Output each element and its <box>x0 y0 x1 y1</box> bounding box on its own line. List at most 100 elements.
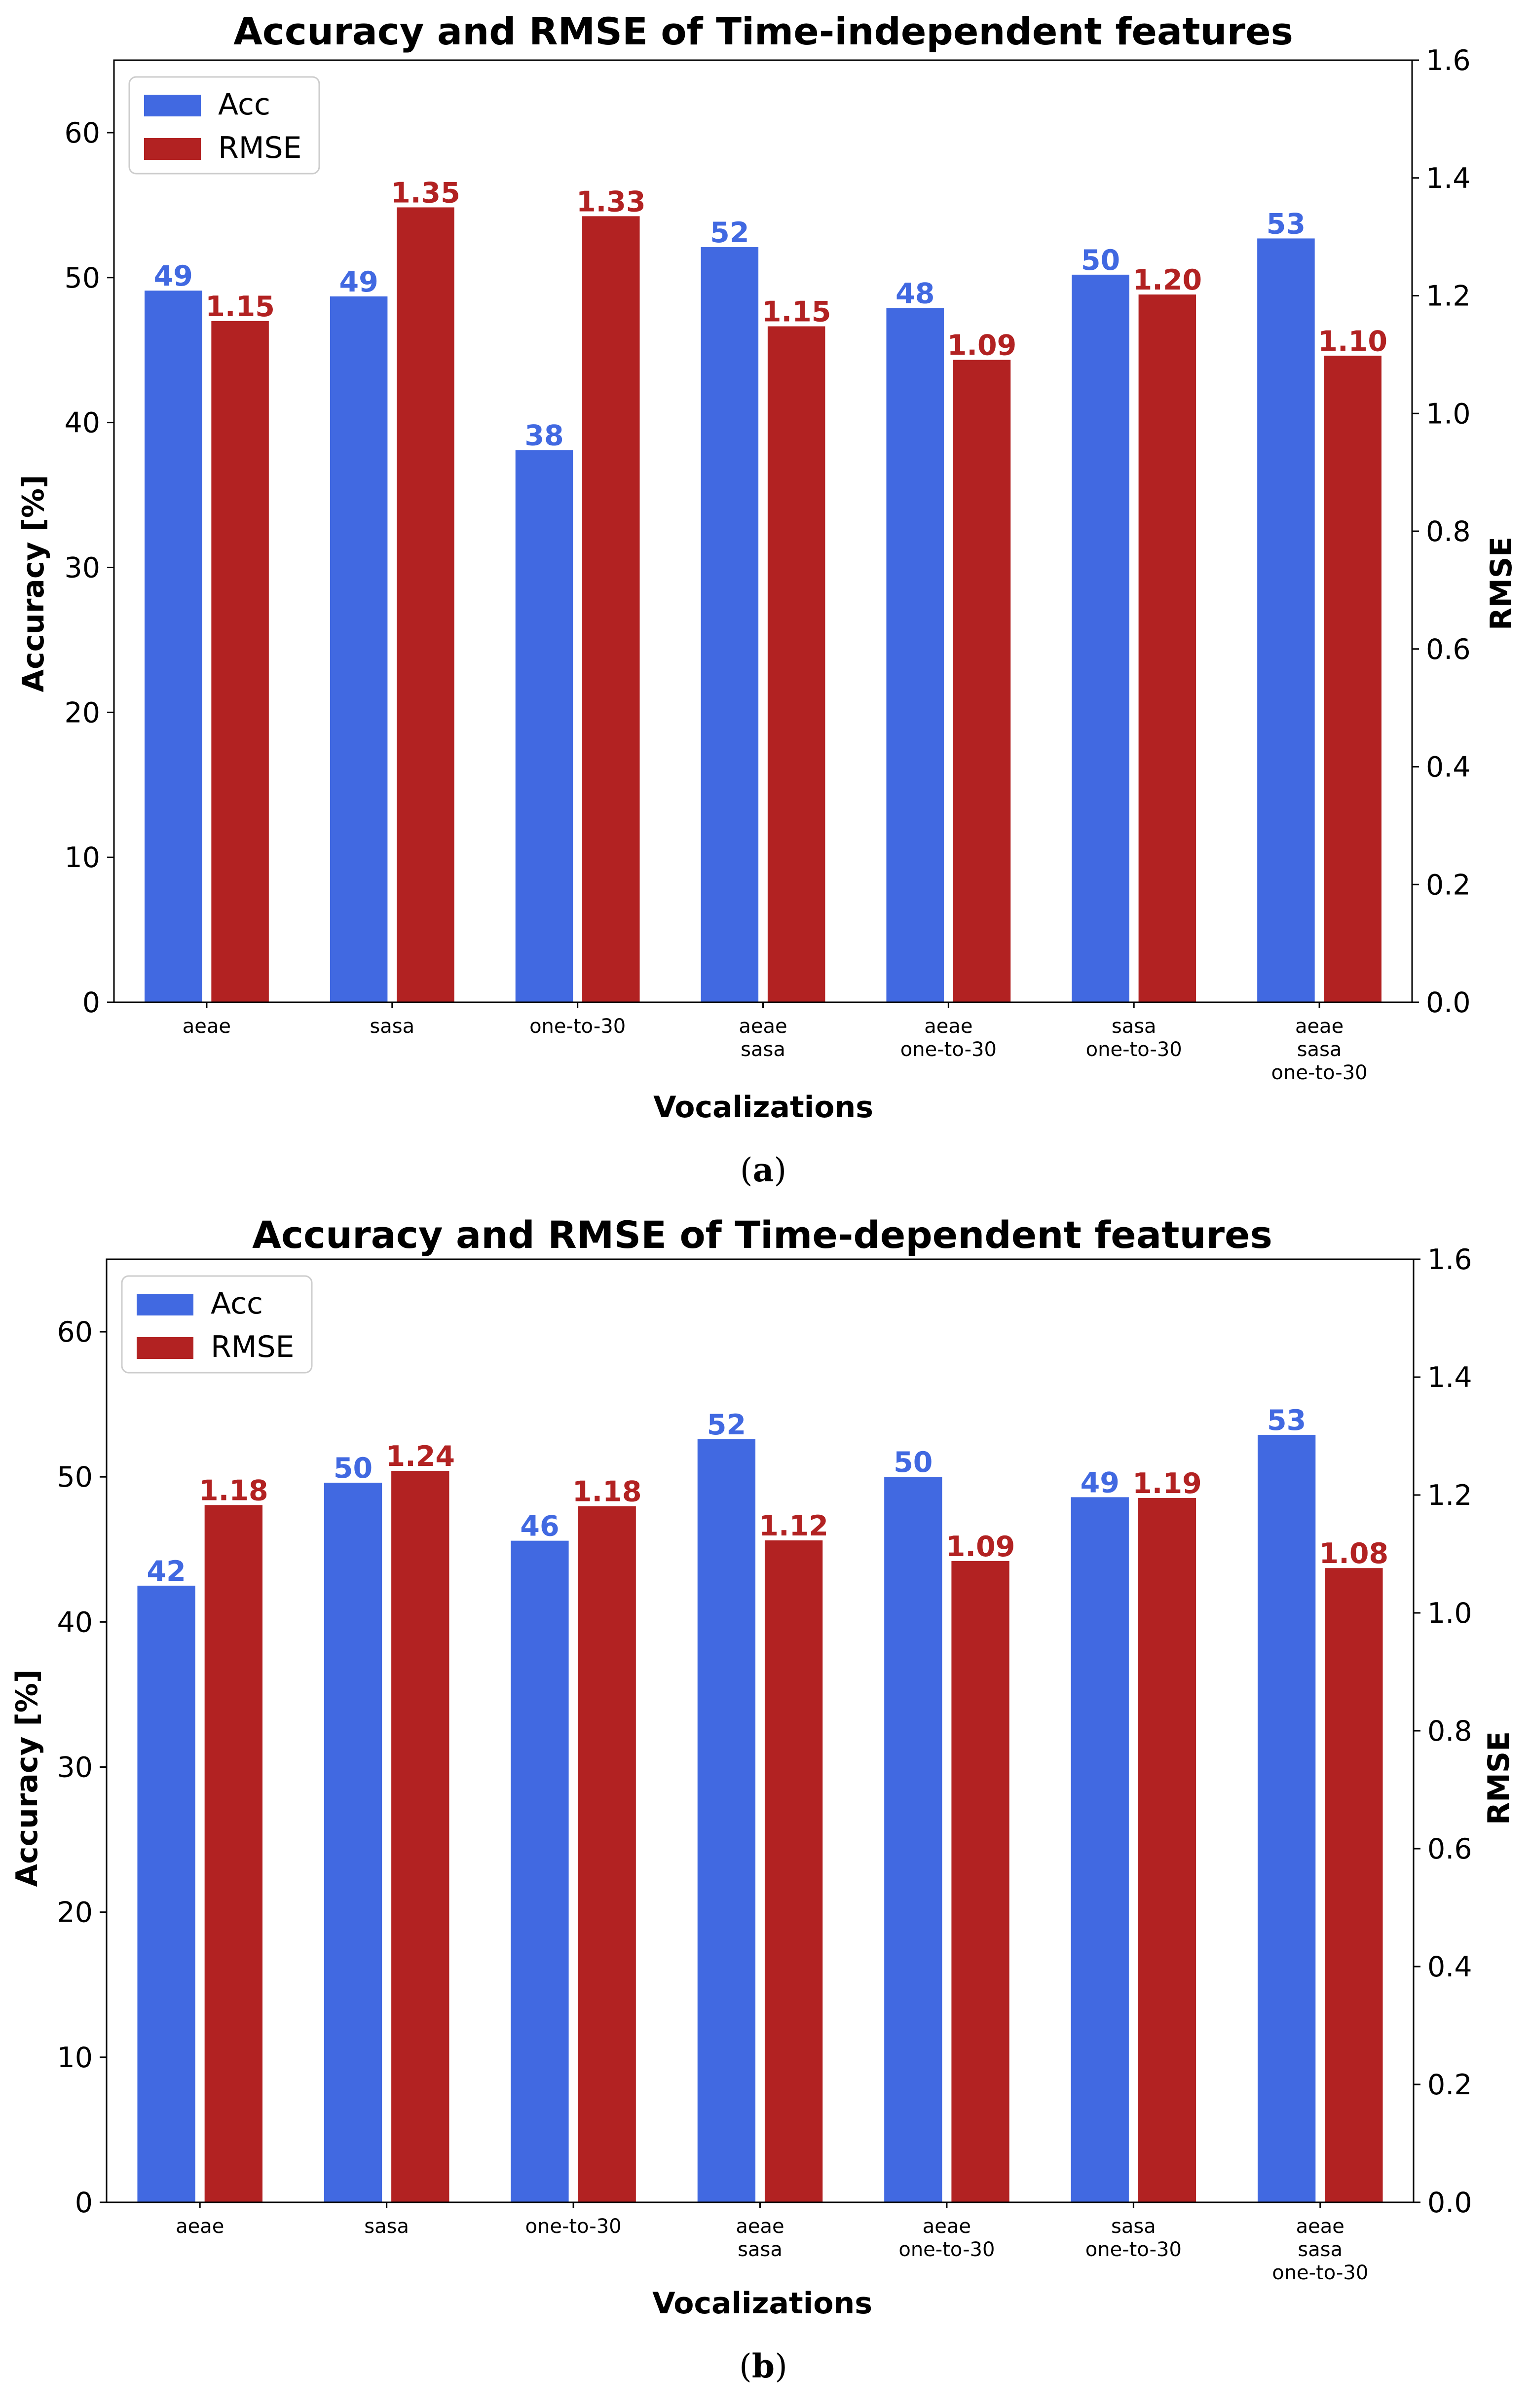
x-tick-label: aeae <box>924 1015 972 1038</box>
y2-tick-label: 0.8 <box>1426 515 1471 548</box>
x-tick-label: sasa <box>370 1015 414 1038</box>
y-tick-label: 50 <box>57 1461 93 1494</box>
y-tick-label: 20 <box>64 696 100 729</box>
bar-acc <box>511 1540 569 2202</box>
y2-tick-label: 0.0 <box>1427 2187 1472 2219</box>
data-label-acc: 49 <box>154 260 193 292</box>
x-tick-label: sasa <box>741 1038 785 1061</box>
y-tick-label: 10 <box>57 2042 93 2074</box>
x-tick-label: aeae <box>1296 2215 1344 2238</box>
data-label-acc: 49 <box>339 266 378 298</box>
data-label-acc: 46 <box>520 1510 559 1543</box>
y-tick-label: 0 <box>75 2187 93 2219</box>
data-label-acc: 42 <box>147 1555 186 1588</box>
legend-label-acc: Acc <box>211 1286 263 1321</box>
y2-tick-label: 0.2 <box>1426 869 1471 901</box>
data-label-acc: 50 <box>334 1452 373 1485</box>
legend-swatch-acc <box>144 95 201 116</box>
legend-swatch-rmse <box>137 1337 193 1359</box>
y-tick-label: 40 <box>64 407 100 439</box>
y2-tick-label: 1.6 <box>1427 1243 1472 1276</box>
x-tick-label: one-to-30 <box>529 1015 626 1038</box>
x-tick-label: aeae <box>176 2215 224 2238</box>
x-tick-label: sasa <box>1298 2238 1343 2261</box>
bar-rmse <box>582 216 640 1002</box>
caption-letter: a <box>753 1151 774 1189</box>
x-tick-label: one-to-30 <box>1272 2262 1368 2284</box>
x-tick-label: one-to-30 <box>1086 1038 1182 1061</box>
bar-rmse <box>397 207 454 1002</box>
y2-tick-label: 0.4 <box>1426 751 1471 784</box>
x-axis-label: Vocalizations <box>653 1090 873 1125</box>
y2-tick-label: 0.2 <box>1427 2069 1472 2101</box>
y-tick-label: 30 <box>57 1751 93 1784</box>
data-label-acc: 49 <box>1081 1466 1120 1499</box>
panel-b: Accuracy and RMSE of Time-dependent feat… <box>10 1213 1516 2385</box>
bar-acc <box>1072 274 1129 1002</box>
y2-tick-label: 0.6 <box>1426 633 1471 666</box>
data-label-rmse: 1.10 <box>1318 325 1387 358</box>
y2-tick-label: 0.6 <box>1427 1833 1472 1865</box>
chart-title: Accuracy and RMSE of Time-independent fe… <box>233 9 1293 53</box>
bar-rmse <box>578 1506 636 2202</box>
y2-tick-label: 1.2 <box>1427 1479 1472 1512</box>
bar-rmse <box>211 321 269 1002</box>
y2-tick-label: 1.6 <box>1426 44 1471 77</box>
data-label-acc: 48 <box>896 277 934 310</box>
data-label-rmse: 1.08 <box>1319 1537 1389 1570</box>
legend-swatch-rmse <box>144 138 201 160</box>
bar-acc <box>1258 1434 1316 2202</box>
caption-letter: b <box>752 2347 775 2385</box>
data-labels-layer: 42 1.18 50 1.24 46 1.18 52 1.12 50 1.09 49 1.19 53 1.… <box>147 1404 1388 1588</box>
panel-caption-a: (a) <box>740 1151 786 1189</box>
y2-axis-label: RMSE <box>1482 1731 1516 1825</box>
y-tick-label: 60 <box>57 1316 93 1349</box>
bar-rmse <box>204 1505 262 2202</box>
legend-label-acc: Acc <box>218 87 270 122</box>
data-label-acc: 50 <box>1081 244 1120 277</box>
y2-tick-label: 0.0 <box>1426 986 1471 1019</box>
data-label-rmse: 1.18 <box>572 1476 642 1508</box>
y-tick-label: 20 <box>57 1897 93 1929</box>
y-tick-label: 10 <box>64 841 100 874</box>
data-label-rmse: 1.19 <box>1132 1467 1202 1500</box>
data-labels-layer: 49 1.15 49 1.35 38 1.33 52 1.15 48 1.09 50 1.20 53 1.… <box>154 177 1387 452</box>
data-label-rmse: 1.09 <box>947 329 1017 362</box>
data-label-acc: 53 <box>1267 208 1306 240</box>
bars-layer <box>137 1434 1383 2202</box>
y2-tick-label: 1.4 <box>1426 162 1471 195</box>
x-tick-label: sasa <box>738 2238 783 2261</box>
y2-tick-label: 0.8 <box>1427 1715 1472 1748</box>
bars-layer <box>145 207 1381 1003</box>
y2-tick-label: 1.0 <box>1427 1597 1472 1630</box>
bar-acc <box>697 1439 756 2202</box>
x-tick-label: aeae <box>739 1015 787 1038</box>
data-label-rmse: 1.24 <box>385 1440 455 1473</box>
x-tick-label: one-to-30 <box>1271 1061 1368 1084</box>
data-label-rmse: 1.12 <box>759 1510 828 1542</box>
y-axis-label: Accuracy [%] <box>10 1670 44 1887</box>
bar-rmse <box>1324 356 1381 1003</box>
panel-a: Accuracy and RMSE of Time-independent fe… <box>16 9 1519 1189</box>
legend: Acc RMSE <box>128 76 320 175</box>
data-label-acc: 52 <box>710 217 749 249</box>
legend-label-rmse: RMSE <box>211 1330 294 1364</box>
x-axis-label: Vocalizations <box>652 2286 872 2321</box>
bar-rmse <box>1325 1568 1383 2202</box>
y-tick-label: 40 <box>57 1606 93 1639</box>
axes-layer: aeae sasa one-to-30 aeaesasaaeaeone-to-30sa… <box>64 44 1470 1084</box>
y2-tick-label: 1.0 <box>1426 398 1471 430</box>
bar-acc <box>330 296 388 1002</box>
bar-rmse <box>1138 1497 1196 2202</box>
bar-rmse <box>951 1561 1009 2202</box>
x-tick-label: aeae <box>923 2215 971 2238</box>
x-tick-label: aeae <box>1295 1015 1343 1038</box>
data-label-acc: 53 <box>1267 1404 1306 1437</box>
x-tick-label: sasa <box>1297 1038 1342 1061</box>
data-label-rmse: 1.15 <box>205 291 275 323</box>
y2-tick-label: 1.2 <box>1426 280 1471 313</box>
x-tick-label: sasa <box>1111 2215 1156 2238</box>
bar-rmse <box>391 1471 449 2202</box>
data-label-rmse: 1.15 <box>762 296 831 328</box>
